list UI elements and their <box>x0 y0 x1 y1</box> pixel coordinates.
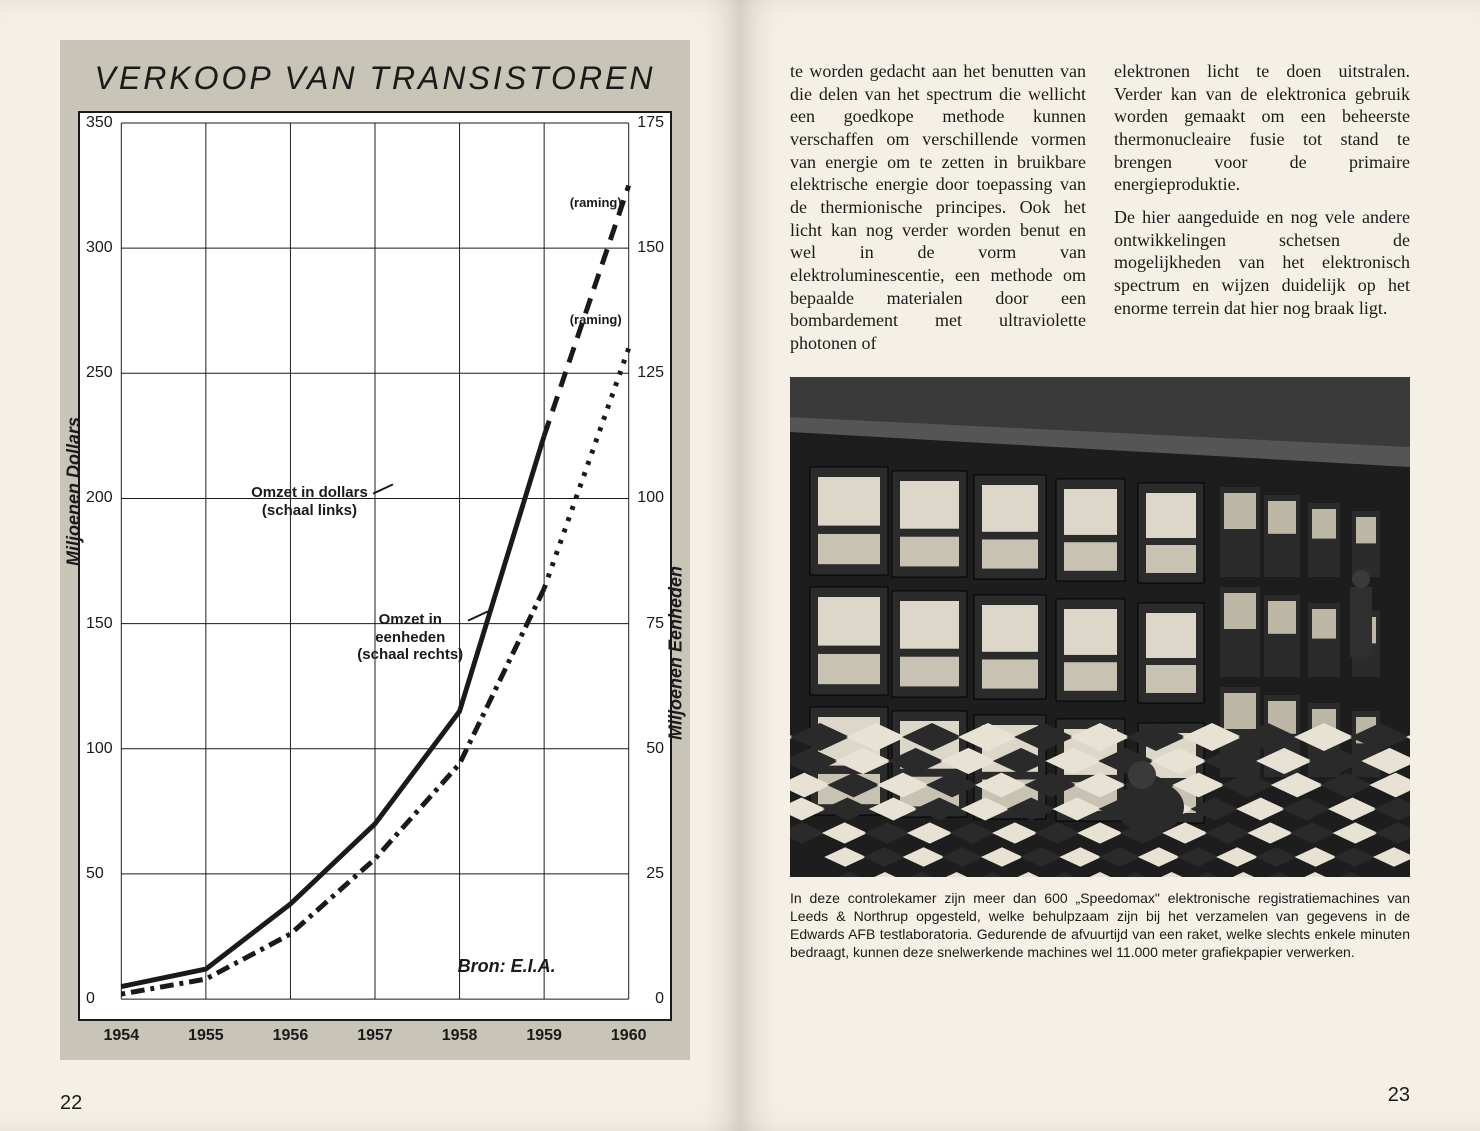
y-tick-left: 0 <box>86 990 95 1008</box>
photo-control-room <box>790 377 1410 877</box>
x-tick: 1959 <box>526 1027 562 1045</box>
page-number: 23 <box>1388 1084 1410 1107</box>
chart-plot-area: Miljoenen Dollars Miljoenen Eenheden 050… <box>78 111 672 1021</box>
projection-annotation: (raming) <box>570 195 622 210</box>
chart-title: VERKOOP VAN TRANSISTOREN <box>78 60 672 97</box>
right-page: te worden gedacht aan het benutten van d… <box>740 0 1480 1131</box>
text-column-2: elektronen licht te doen uitstralen. Ver… <box>1114 60 1410 355</box>
y-tick-right: 25 <box>646 865 664 883</box>
chart-source: Bron: E.I.A. <box>458 956 556 977</box>
y-tick-left: 200 <box>86 489 113 507</box>
y-tick-right: 50 <box>646 740 664 758</box>
series-label-line: (schaal links) <box>262 502 357 519</box>
y-tick-left: 50 <box>86 865 104 883</box>
y-tick-left: 100 <box>86 740 113 758</box>
y-tick-right: 175 <box>637 114 664 132</box>
series-label-line: (schaal rechts) <box>357 646 463 663</box>
series-label-line: eenheden <box>375 629 445 646</box>
series-label-line: Omzet in <box>379 611 442 628</box>
x-tick: 1956 <box>273 1027 309 1045</box>
x-tick: 1954 <box>104 1027 140 1045</box>
text-column-1: te worden gedacht aan het benutten van d… <box>790 60 1086 355</box>
y-tick-left: 250 <box>86 364 113 382</box>
y-tick-right: 150 <box>637 239 664 257</box>
x-tick: 1960 <box>611 1027 647 1045</box>
photo-svg <box>790 377 1410 877</box>
y-axis-label-right: Miljoenen Eenheden <box>666 566 687 740</box>
chart-panel: VERKOOP VAN TRANSISTOREN Miljoenen Dolla… <box>60 40 690 1060</box>
y-tick-right: 100 <box>637 489 664 507</box>
x-tick: 1955 <box>188 1027 224 1045</box>
x-tick: 1957 <box>357 1027 393 1045</box>
x-tick: 1958 <box>442 1027 478 1045</box>
chart-svg <box>80 113 670 1019</box>
y-axis-label-left: Miljoenen Dollars <box>64 417 85 566</box>
y-tick-right: 0 <box>655 990 664 1008</box>
left-page: VERKOOP VAN TRANSISTOREN Miljoenen Dolla… <box>0 0 740 1131</box>
y-tick-left: 350 <box>86 114 113 132</box>
text-columns: te worden gedacht aan het benutten van d… <box>790 60 1410 355</box>
projection-annotation: (raming) <box>570 312 622 327</box>
series-label-dollars: Omzet in dollars (schaal links) <box>251 484 368 519</box>
page-number: 22 <box>60 1092 82 1115</box>
series-label-line: Omzet in dollars <box>251 484 368 501</box>
y-tick-left: 150 <box>86 615 113 633</box>
y-tick-left: 300 <box>86 239 113 257</box>
series-label-eenheden: Omzet in eenheden (schaal rechts) <box>357 611 463 663</box>
y-tick-right: 75 <box>646 615 664 633</box>
y-tick-right: 125 <box>637 364 664 382</box>
photo-caption: In deze controlekamer zijn meer dan 600 … <box>790 889 1410 962</box>
